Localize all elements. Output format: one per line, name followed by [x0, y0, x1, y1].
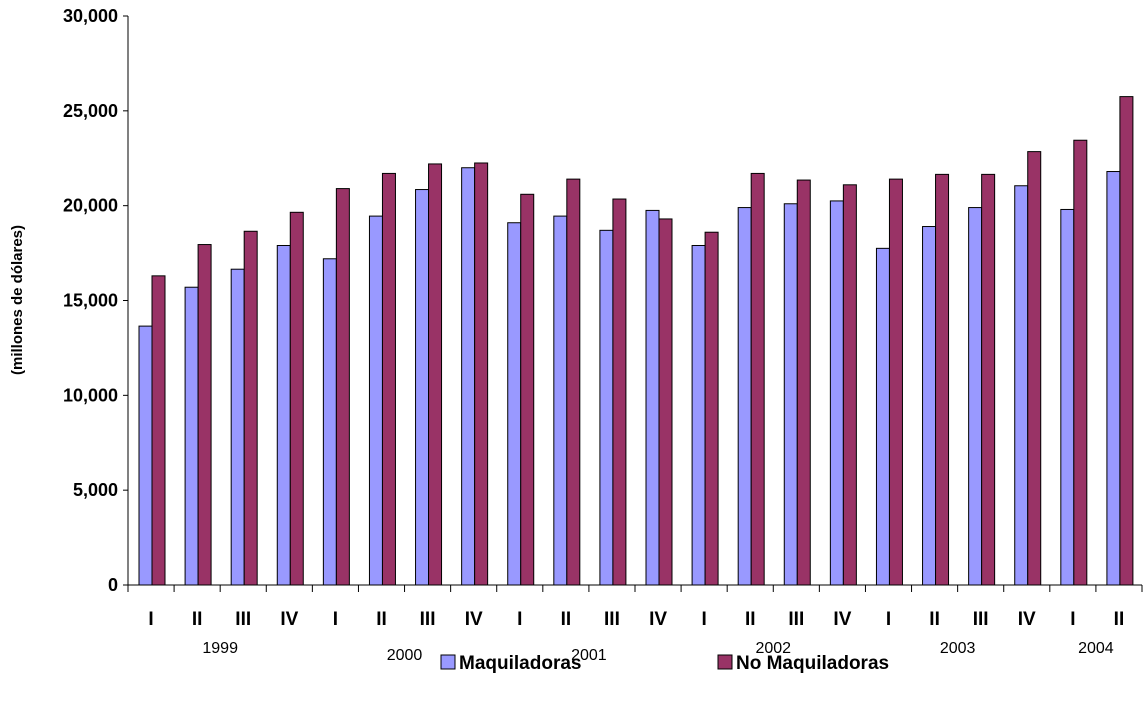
bar-no-maquiladoras-3 [289, 211, 304, 586]
bar-maquiladoras-15 [829, 200, 844, 586]
x-tick-label: IV [1018, 609, 1036, 630]
bar-no-maquiladoras-7 [474, 162, 489, 586]
year-label-2004: 2004 [1078, 640, 1114, 657]
bar-maquiladoras-14 [783, 203, 798, 586]
x-tick-label: II [1114, 609, 1125, 630]
x-tick-label: I [1070, 609, 1075, 630]
x-tick-label: IV [465, 609, 483, 630]
bar-maquiladoras-17 [922, 226, 937, 586]
y-tick-label: 25,000 [63, 101, 118, 121]
bar-no-maquiladoras-21 [1119, 96, 1134, 586]
bar-maquiladoras-0 [138, 325, 153, 586]
y-tick-label: 5,000 [73, 480, 118, 500]
bar-no-maquiladoras-18 [981, 173, 996, 586]
year-label-2001: 2001 [571, 647, 607, 664]
bar-no-maquiladoras-4 [335, 188, 350, 586]
bar-no-maquiladoras-11 [658, 218, 673, 586]
bar-no-maquiladoras-16 [888, 178, 903, 586]
x-tick-label: I [333, 609, 338, 630]
bar-maquiladoras-5 [368, 215, 383, 586]
bar-no-maquiladoras-14 [796, 179, 811, 586]
bar-maquiladoras-4 [322, 258, 337, 586]
bar-no-maquiladoras-12 [704, 231, 719, 586]
bar-maquiladoras-13 [737, 207, 752, 586]
x-tick-label: III [973, 609, 989, 630]
x-tick-label: II [929, 609, 940, 630]
y-tick-label: 0 [108, 575, 118, 595]
bars-group [138, 96, 1134, 586]
bar-maquiladoras-9 [553, 215, 568, 586]
bar-no-maquiladoras-5 [381, 172, 396, 586]
bar-no-maquiladoras-1 [197, 244, 212, 586]
x-tick-label: II [561, 609, 572, 630]
y-tick-label: 15,000 [63, 291, 118, 311]
bar-no-maquiladoras-2 [243, 230, 258, 586]
bar-no-maquiladoras-9 [566, 178, 581, 586]
y-tick-label: 20,000 [63, 196, 118, 216]
bar-maquiladoras-2 [230, 268, 245, 586]
x-tick-label: II [192, 609, 203, 630]
x-tick-label: III [788, 609, 804, 630]
x-tick-label: II [376, 609, 387, 630]
year-label-2003: 2003 [940, 640, 976, 657]
bar-maquiladoras-19 [1014, 185, 1029, 586]
bar-no-maquiladoras-15 [842, 184, 857, 586]
x-tick-label: I [701, 609, 706, 630]
x-tick-label: I [886, 609, 891, 630]
x-tick-label: I [148, 609, 153, 630]
bar-maquiladoras-1 [184, 286, 199, 586]
bar-no-maquiladoras-20 [1073, 139, 1088, 586]
x-tick-label: IV [280, 609, 298, 630]
y-axis-label: (millones de dólares) [9, 225, 26, 375]
bar-no-maquiladoras-13 [750, 172, 765, 586]
bar-maquiladoras-18 [968, 207, 983, 586]
bar-maquiladoras-11 [645, 209, 660, 586]
legend-swatch-no-maquiladoras [717, 654, 733, 670]
bar-maquiladoras-3 [276, 244, 291, 586]
y-tick-label: 10,000 [63, 385, 118, 405]
bar-no-maquiladoras-17 [935, 173, 950, 586]
legend-label-maquiladoras: Maquiladoras [459, 653, 581, 674]
legend-swatch-maquiladoras [440, 654, 456, 670]
bar-no-maquiladoras-10 [612, 198, 627, 586]
year-label-2000: 2000 [387, 647, 423, 664]
x-tick-label: I [517, 609, 522, 630]
bar-no-maquiladoras-8 [520, 193, 535, 586]
bar-no-maquiladoras-0 [151, 275, 166, 586]
bar-maquiladoras-6 [415, 189, 430, 586]
x-tick-label: III [420, 609, 436, 630]
legend: Maquiladoras No Maquiladoras [440, 653, 889, 674]
bar-maquiladoras-16 [875, 247, 890, 586]
year-label-2002: 2002 [755, 640, 791, 657]
bar-maquiladoras-8 [507, 222, 522, 586]
x-tick-label: II [745, 609, 756, 630]
year-label-1999: 1999 [202, 640, 238, 657]
bar-maquiladoras-12 [691, 244, 706, 586]
x-tick-label: III [604, 609, 620, 630]
bar-maquiladoras-21 [1106, 171, 1121, 586]
x-tick-label: III [235, 609, 251, 630]
bar-maquiladoras-10 [599, 229, 614, 586]
bar-no-maquiladoras-19 [1027, 151, 1042, 586]
bar-maquiladoras-20 [1060, 208, 1075, 586]
bar-no-maquiladoras-6 [428, 163, 443, 586]
x-tick-label: IV [833, 609, 851, 630]
x-tick-label: IV [649, 609, 667, 630]
bar-maquiladoras-7 [461, 167, 476, 586]
legend-label-no-maquiladoras: No Maquiladoras [736, 653, 889, 674]
y-tick-label: 30,000 [63, 6, 118, 26]
